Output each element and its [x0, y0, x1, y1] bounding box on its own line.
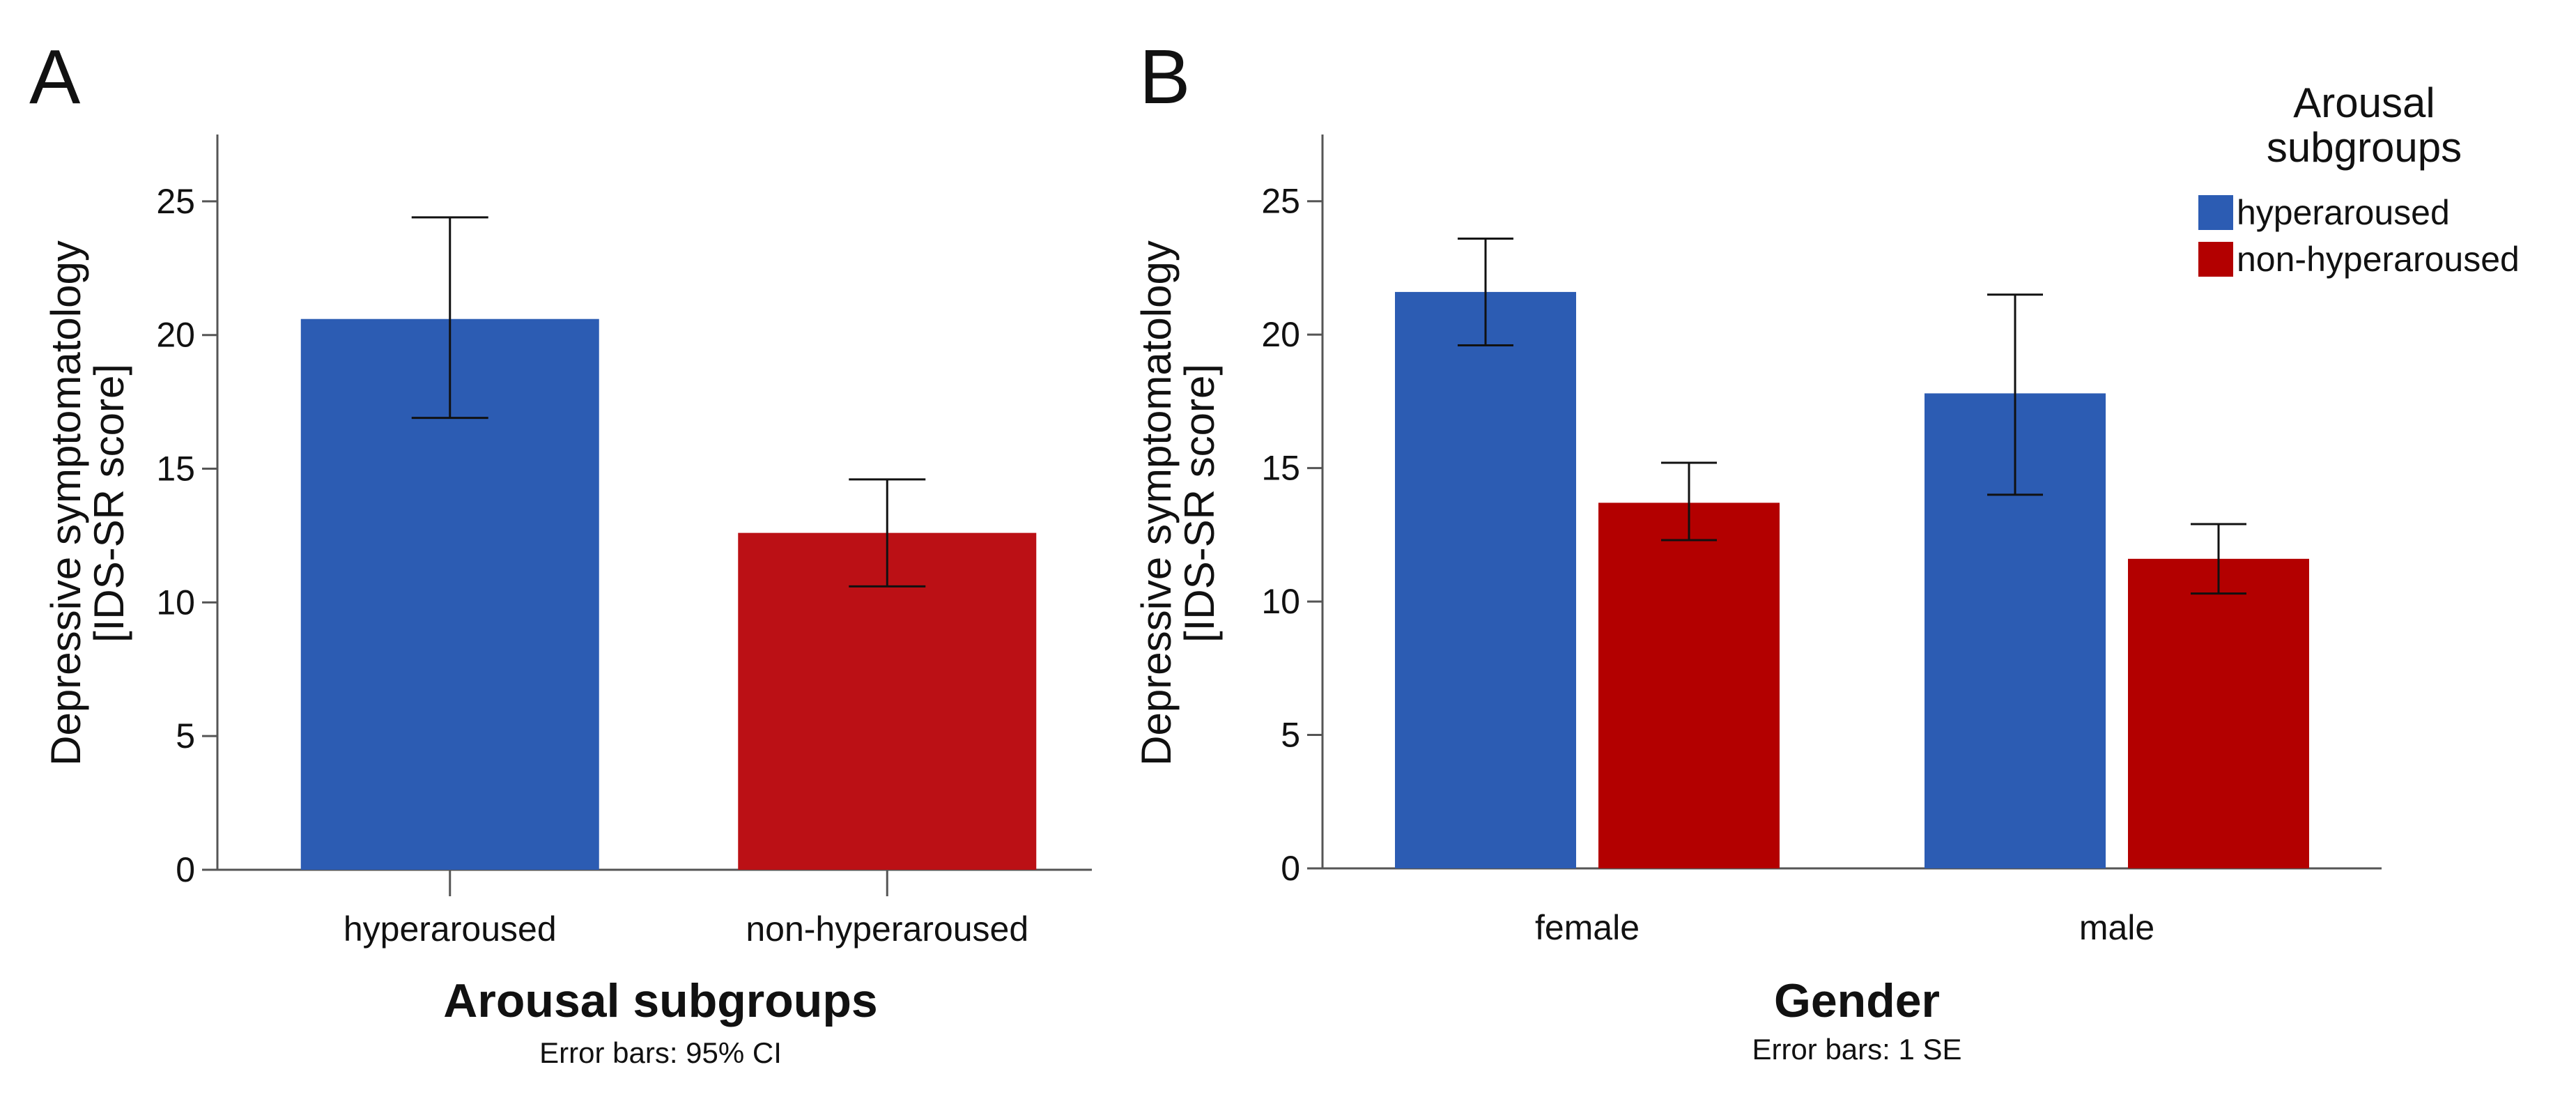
- x-tick-label: hyperaroused: [344, 909, 557, 949]
- y-tick-label: 20: [156, 316, 195, 355]
- panel-a-letter: A: [29, 34, 81, 120]
- y-tick-label: 5: [1281, 716, 1300, 755]
- y-axis-label-line-2: [IDS-SR score]: [86, 364, 132, 643]
- legend-title-line-1: Arousal: [2293, 79, 2435, 126]
- legend-label: hyperaroused: [2237, 193, 2450, 232]
- x-tick-label: non-hyperaroused: [746, 909, 1028, 949]
- x-tick-label: male: [2079, 908, 2154, 947]
- legend: Arousal subgroups hyperaroused non-hypera…: [2198, 79, 2520, 279]
- error-bar-note: Error bars: 1 SE: [1752, 1033, 1961, 1066]
- y-tick-label: 0: [176, 850, 195, 889]
- legend-label: non-hyperaroused: [2237, 240, 2520, 279]
- legend-items: hyperaroused non-hyperaroused: [2198, 193, 2520, 279]
- y-axis-label-line-1: Depressive symptomatology: [1133, 240, 1180, 766]
- legend-title-line-2: subgroups: [2267, 124, 2462, 171]
- plot-area: 0 5 10 15 20 25 female male: [1261, 135, 2382, 947]
- plot-area: 0 5 10 15 20 25 hyperaroused non-hyperaroused: [156, 135, 1092, 949]
- legend-swatch: [2198, 242, 2233, 277]
- bar: [738, 532, 1037, 870]
- y-axis-label-line-1: Depressive symptomatology: [43, 240, 89, 766]
- y-tick-label: 25: [1261, 182, 1300, 221]
- y-axis-label-line-2: [IDS-SR score]: [1176, 364, 1223, 643]
- y-tick-label: 0: [1281, 849, 1300, 888]
- y-tick-label: 10: [156, 583, 195, 622]
- x-axis-title: Arousal subgroups: [443, 974, 877, 1027]
- y-tick-label: 5: [176, 716, 195, 755]
- y-tick-label: 15: [156, 450, 195, 489]
- y-axis-label: Depressive symptomatology [IDS-SR score]: [43, 240, 132, 766]
- panel-b-letter: B: [1139, 34, 1190, 120]
- y-tick-label: 20: [1261, 315, 1300, 354]
- panel-a: A Depressive symptomatology [IDS-SR scor…: [29, 34, 1092, 1069]
- bar: [2128, 558, 2309, 868]
- error-bar-note: Error bars: 95% CI: [539, 1036, 782, 1069]
- bar: [1395, 291, 1576, 868]
- legend-swatch: [2198, 195, 2233, 230]
- y-tick-label: 10: [1261, 582, 1300, 621]
- y-tick-label: 25: [156, 182, 195, 221]
- y-tick-label: 15: [1261, 449, 1300, 488]
- bar: [1598, 502, 1780, 868]
- x-axis-title: Gender: [1774, 974, 1940, 1027]
- x-tick-label: female: [1535, 908, 1640, 947]
- y-axis-label: Depressive symptomatology [IDS-SR score]: [1133, 240, 1223, 766]
- panel-b: B Depressive symptomatology [IDS-SR scor…: [1133, 34, 2520, 1066]
